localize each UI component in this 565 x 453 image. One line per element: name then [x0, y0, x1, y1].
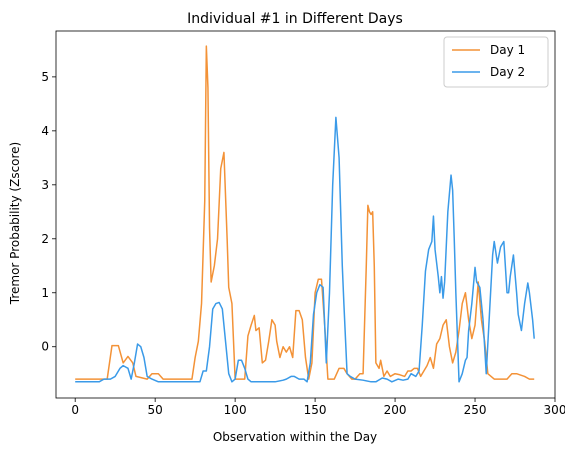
x-axis: 0 50 100 150 200 250 300 [71, 398, 565, 417]
x-tick-label: 200 [384, 403, 407, 417]
y-axis-label: Tremor Probability (Zscore) [8, 142, 22, 305]
series-line-day-2 [75, 116, 535, 383]
chart-title: Individual #1 in Different Days [187, 11, 403, 27]
x-tick-label: 150 [304, 403, 327, 417]
legend: Day 1 Day 2 [443, 36, 549, 88]
x-tick-label: 100 [224, 403, 247, 417]
y-tick-label: 5 [41, 70, 49, 84]
y-tick-label: 4 [41, 124, 49, 138]
plot-frame [55, 30, 556, 399]
legend-label-day-1: Day 1 [490, 43, 525, 57]
x-tick-label: 250 [464, 403, 487, 417]
x-tick-label: 50 [148, 403, 163, 417]
legend-label-day-2: Day 2 [490, 65, 525, 79]
x-tick-label: 0 [71, 403, 79, 417]
y-tick-label: 2 [41, 232, 49, 246]
y-tick-label: 0 [41, 340, 49, 354]
x-tick-label: 300 [544, 403, 565, 417]
plot-area [55, 30, 556, 399]
y-tick-label: 1 [41, 286, 49, 300]
y-tick-label: 3 [41, 178, 49, 192]
y-axis: 0 1 2 3 4 5 [41, 70, 56, 354]
x-axis-label: Observation within the Day [213, 430, 377, 444]
